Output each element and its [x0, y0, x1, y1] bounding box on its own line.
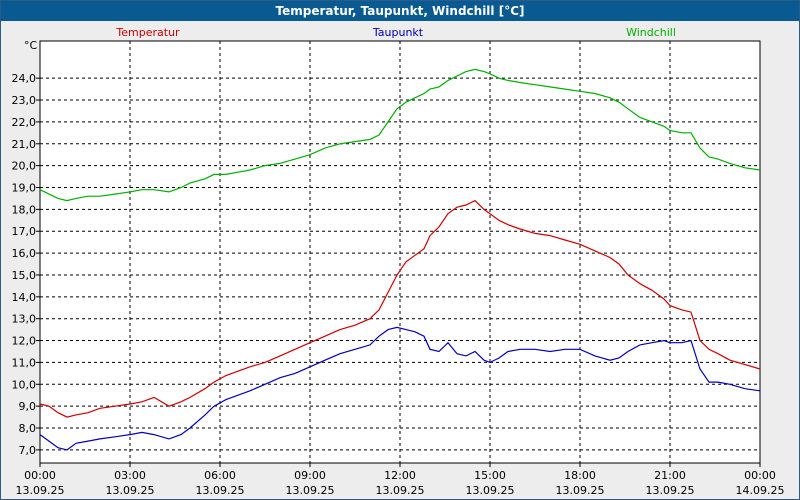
x-axis: 00:00 13.09.25 03:00 13.09.25 06:00 13.09.25 0… — [16, 463, 785, 497]
y-tick-label: 15,0 — [12, 269, 37, 282]
series-line-temperatur — [39, 199, 761, 418]
y-tick-label: 8,0 — [19, 422, 37, 435]
x-tick-time: 03:00 — [114, 469, 146, 482]
y-tick-label: 7,0 — [19, 444, 37, 457]
series-line-taupunkt — [39, 326, 761, 451]
y-tick-label: 9,0 — [19, 400, 37, 413]
x-tick-date: 13.09.25 — [466, 484, 515, 497]
x-tick-time: 00:00 — [24, 469, 56, 482]
y-tick-label: 10,0 — [12, 378, 37, 391]
x-tick-date: 13.09.25 — [16, 484, 65, 497]
x-tick-date: 13.09.25 — [196, 484, 245, 497]
y-tick-label: 22,0 — [12, 116, 37, 129]
x-tick-date: 13.09.25 — [286, 484, 335, 497]
y-tick-label: 19,0 — [12, 181, 37, 194]
y-unit-label: °C — [24, 39, 38, 52]
x-tick-date: 13.09.25 — [556, 484, 605, 497]
x-tick-time: 09:00 — [294, 469, 326, 482]
x-tick-time: 21:00 — [654, 469, 686, 482]
legend: Temperatur Taupunkt Windchill — [115, 26, 676, 39]
x-tick-date: 14.09.25 — [736, 484, 785, 497]
x-tick-time: 18:00 — [564, 469, 596, 482]
x-tick-date: 13.09.25 — [106, 484, 155, 497]
y-tick-label: 23,0 — [12, 94, 37, 107]
y-tick-label: 17,0 — [12, 225, 37, 238]
y-tick-label: 24,0 — [12, 72, 37, 85]
y-tick-label: 14,0 — [12, 291, 37, 304]
y-tick-label: 12,0 — [12, 335, 37, 348]
x-tick-date: 13.09.25 — [646, 484, 695, 497]
legend-temperatur: Temperatur — [115, 26, 180, 39]
x-tick-date: 13.09.25 — [376, 484, 425, 497]
x-tick-time: 00:00 — [744, 469, 776, 482]
x-tick-time: 06:00 — [204, 469, 236, 482]
legend-taupunkt: Taupunkt — [372, 26, 424, 39]
gridlines — [40, 41, 760, 463]
y-tick-label: 13,0 — [12, 313, 37, 326]
chart-title: Temperatur, Taupunkt, Windchill [°C] — [1, 1, 799, 21]
y-tick-label: 11,0 — [12, 356, 37, 369]
series-line-windchill — [39, 68, 761, 202]
legend-windchill: Windchill — [626, 26, 676, 39]
x-tick-time: 12:00 — [384, 469, 416, 482]
x-tick-time: 15:00 — [474, 469, 506, 482]
y-tick-label: 20,0 — [12, 160, 37, 173]
y-tick-label: 21,0 — [12, 138, 37, 151]
y-tick-label: 18,0 — [12, 203, 37, 216]
y-axis: 7,0 8,0 9,0 10,0 11,0 12,0 13,0 14,0 15,0 16,0 17,… — [12, 72, 40, 457]
series-lines — [39, 68, 761, 451]
y-tick-label: 16,0 — [12, 247, 37, 260]
